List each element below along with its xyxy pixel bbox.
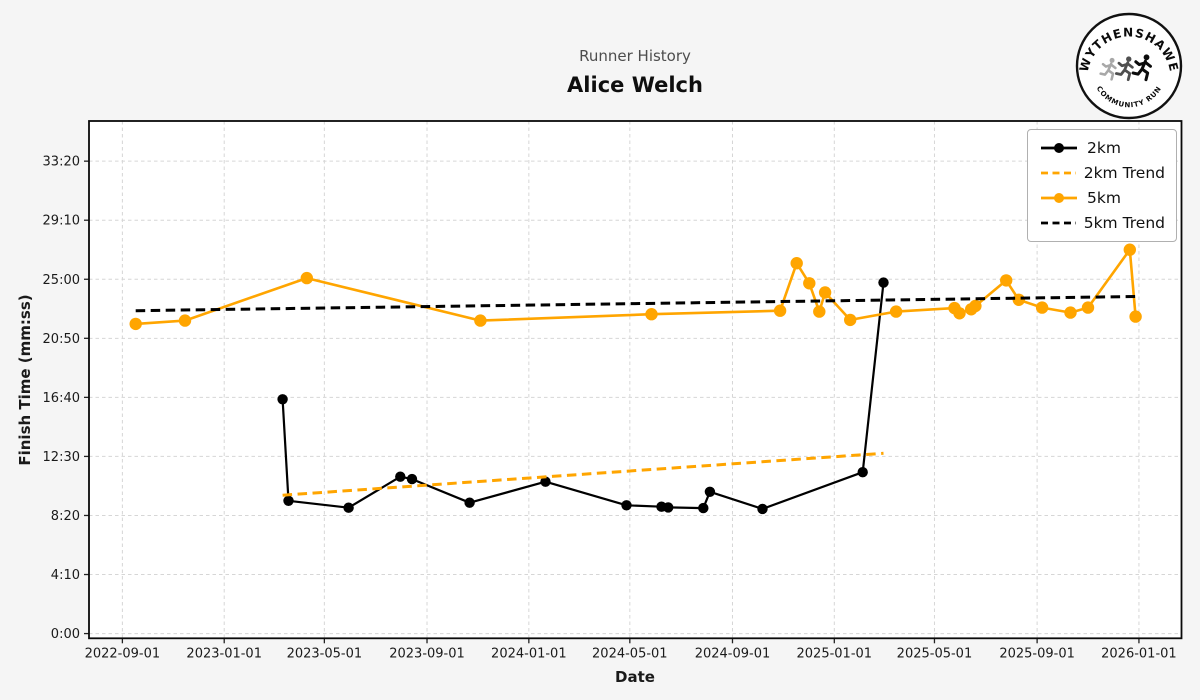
data-point-2km [343, 502, 354, 513]
legend: 2km 2km Trend 5km 5km Trend [1027, 129, 1177, 242]
legend-label-5km: 5km [1087, 189, 1121, 207]
x-tick-label: 2022-09-01 [85, 646, 161, 661]
data-point-2km [283, 495, 294, 506]
legend-marker-2km [1054, 143, 1064, 153]
y-tick-label: 25:00 [43, 273, 80, 288]
runner-body [1099, 62, 1117, 81]
community-run-logo: WYTHENSHAWE COMMUNITY RUN [1075, 12, 1183, 120]
runner-head [1109, 57, 1115, 63]
x-tick-label: 2024-05-01 [592, 646, 668, 661]
x-tick-label: 2025-01-01 [797, 646, 873, 661]
data-point-5km [818, 286, 832, 299]
runner-head [1126, 56, 1132, 62]
data-point-5km [300, 271, 313, 285]
data-point-5km [1081, 301, 1095, 314]
x-tick-label: 2026-01-01 [1101, 646, 1177, 661]
data-point-5km [129, 317, 142, 331]
x-tick-label: 2023-05-01 [287, 646, 363, 661]
runner-icon [1115, 56, 1134, 82]
legend-item-2km-trend: 2km Trend [1039, 161, 1165, 185]
x-tick-label: 2023-09-01 [389, 646, 465, 661]
data-point-2km [277, 394, 288, 405]
data-point-5km [803, 277, 816, 290]
y-tick-label: 20:50 [43, 332, 80, 347]
legend-item-5km: 5km [1039, 186, 1165, 210]
runner-head [1143, 54, 1150, 61]
y-tick-label: 12:30 [43, 450, 80, 465]
y-tick-label: 16:40 [43, 391, 80, 406]
data-point-2km [395, 471, 406, 482]
x-axis-label: Date [615, 668, 655, 686]
data-point-5km [969, 299, 982, 313]
legend-sample-5km [1041, 193, 1077, 203]
y-tick-label: 0:00 [51, 627, 80, 642]
data-point-5km [645, 308, 658, 321]
runner-body [1131, 59, 1152, 82]
data-point-5km [474, 314, 487, 327]
series-line-5km-trend [135, 295, 1136, 313]
y-tick-label: 29:10 [43, 214, 80, 229]
y-tick-label: 4:10 [51, 568, 80, 583]
data-point-5km [773, 304, 787, 317]
legend-sample-2km [1041, 143, 1077, 153]
data-point-2km [663, 502, 674, 513]
data-point-5km [889, 305, 903, 318]
data-point-2km [757, 503, 768, 515]
runner-name-title: Alice Welch [567, 73, 703, 97]
runner-body [1115, 61, 1134, 82]
legend-item-5km-trend: 5km Trend [1039, 211, 1165, 235]
legend-label-5km-trend: 5km Trend [1083, 214, 1165, 232]
data-point-5km [1129, 310, 1142, 323]
data-point-5km [1012, 293, 1025, 306]
data-point-2km [406, 473, 418, 485]
legend-label-2km: 2km [1087, 139, 1121, 157]
plot-frame [88, 120, 1183, 640]
x-tick-label: 2024-09-01 [695, 646, 771, 661]
data-point-2km [621, 500, 632, 511]
data-point-5km [178, 314, 192, 327]
series-line-2km-trend [282, 451, 884, 497]
legend-marker-5km [1054, 193, 1064, 203]
runner-icon [1131, 54, 1152, 82]
data-point-5km [844, 313, 857, 327]
legend-sample-2km-trend [1041, 171, 1076, 175]
data-point-2km [464, 497, 475, 508]
data-point-5km [790, 257, 803, 270]
legend-label-2km-trend: 2km Trend [1083, 164, 1165, 182]
data-point-2km [878, 277, 889, 288]
legend-item-2km: 2km [1039, 136, 1165, 160]
data-point-2km [698, 502, 709, 514]
data-point-5km [1000, 274, 1013, 287]
data-point-2km [540, 476, 551, 487]
chart-subtitle: Runner History [579, 47, 691, 65]
data-point-2km [857, 467, 868, 478]
plot-background [89, 121, 1182, 639]
x-tick-label: 2023-01-01 [186, 646, 262, 661]
data-point-5km [953, 307, 966, 320]
y-tick-label: 33:20 [43, 155, 80, 170]
x-tick-label: 2024-01-01 [491, 646, 567, 661]
data-point-5km [1123, 243, 1137, 256]
runner-icon [1099, 57, 1117, 81]
x-tick-label: 2025-05-01 [897, 646, 973, 661]
data-point-5km [1064, 306, 1077, 319]
data-point-5km [813, 305, 826, 318]
x-tick-label: 2025-09-01 [999, 646, 1075, 661]
data-point-2km [704, 486, 716, 497]
data-point-5km [1035, 301, 1049, 314]
y-axis-label: Finish Time (mm:ss) [16, 294, 34, 466]
y-tick-label: 8:20 [51, 509, 80, 524]
legend-sample-5km-trend [1041, 221, 1076, 225]
